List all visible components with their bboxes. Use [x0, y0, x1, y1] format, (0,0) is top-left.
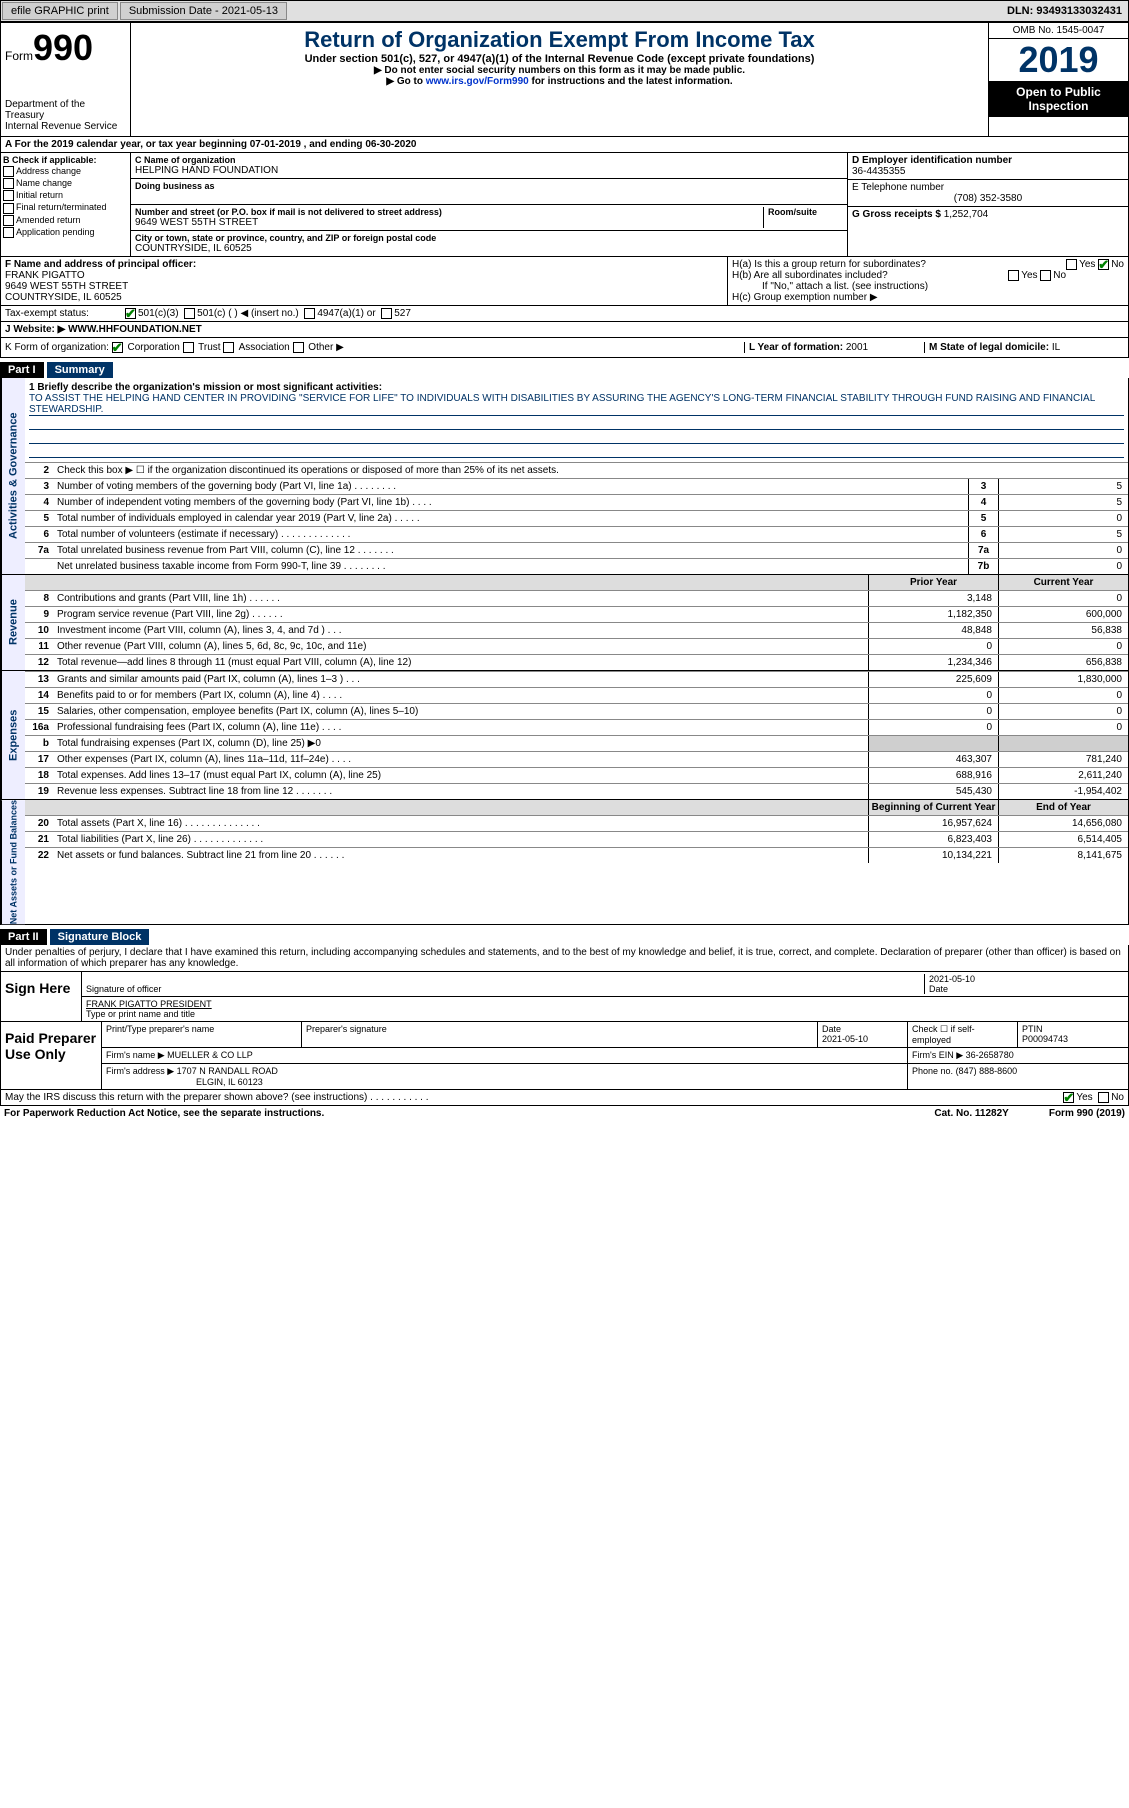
korg-row: K Form of organization: Corporation Trus…: [0, 338, 1129, 358]
part1: Part I Summary: [0, 358, 1129, 378]
org-addr: 9649 WEST 55TH STREET: [135, 217, 763, 228]
form-title: Return of Organization Exempt From Incom…: [135, 27, 984, 53]
table-row: 15 Salaries, other compensation, employe…: [25, 703, 1128, 719]
section-f: F Name and address of principal officer:…: [1, 257, 728, 305]
sidebar-na: Net Assets or Fund Balances: [1, 800, 25, 924]
table-row: 3 Number of voting members of the govern…: [25, 478, 1128, 494]
form-right: OMB No. 1545-0047 2019 Open to Public In…: [988, 23, 1128, 136]
cb-amended: Amended return: [3, 215, 128, 226]
table-row: 11 Other revenue (Part VIII, column (A),…: [25, 638, 1128, 654]
signature-section: Under penalties of perjury, I declare th…: [0, 945, 1129, 1090]
discuss-row: May the IRS discuss this return with the…: [0, 1090, 1129, 1106]
activities-governance: Activities & Governance 1 Briefly descri…: [0, 378, 1129, 575]
table-row: 18 Total expenses. Add lines 13–17 (must…: [25, 767, 1128, 783]
table-row: 6 Total number of volunteers (estimate i…: [25, 526, 1128, 542]
period: A For the 2019 calendar year, or tax yea…: [0, 137, 1129, 153]
expenses-section: Expenses 13 Grants and similar amounts p…: [0, 671, 1129, 800]
revenue-section: Revenue Prior YearCurrent Year 8 Contrib…: [0, 575, 1129, 671]
cb-address: Address change: [3, 166, 128, 177]
section-deg: D Employer identification number36-44353…: [848, 153, 1128, 256]
table-row: 13 Grants and similar amounts paid (Part…: [25, 671, 1128, 687]
table-row: 8 Contributions and grants (Part VIII, l…: [25, 590, 1128, 606]
sign-here-block: Sign Here Signature of officer2021-05-10…: [1, 971, 1128, 1021]
ein: 36-4435355: [852, 166, 1124, 177]
declaration: Under penalties of perjury, I declare th…: [1, 945, 1128, 971]
ptin: P00094743: [1022, 1034, 1068, 1044]
table-row: Net unrelated business taxable income fr…: [25, 558, 1128, 574]
officer-row: F Name and address of principal officer:…: [0, 257, 1129, 306]
submission-date[interactable]: Submission Date - 2021-05-13: [120, 2, 287, 20]
gross-receipts: 1,252,704: [944, 209, 989, 220]
footer: For Paperwork Reduction Act Notice, see …: [0, 1106, 1129, 1121]
table-row: 4 Number of independent voting members o…: [25, 494, 1128, 510]
table-row: 9 Program service revenue (Part VIII, li…: [25, 606, 1128, 622]
part2-header: Part II: [0, 929, 47, 945]
part1-title: Summary: [47, 362, 113, 378]
open-inspection: Open to Public Inspection: [989, 81, 1128, 117]
cb-final: Final return/terminated: [3, 202, 128, 213]
form-subtitle: Under section 501(c), 527, or 4947(a)(1)…: [135, 53, 984, 65]
section-c: C Name of organizationHELPING HAND FOUND…: [131, 153, 848, 256]
table-row: 20 Total assets (Part X, line 16) . . . …: [25, 815, 1128, 831]
sidebar-ag: Activities & Governance: [1, 378, 25, 574]
firm-name: MUELLER & CO LLP: [167, 1050, 253, 1060]
table-row: 17 Other expenses (Part IX, column (A), …: [25, 751, 1128, 767]
tax-status-row: Tax-exempt status: 501(c)(3) 501(c) ( ) …: [0, 306, 1129, 322]
form-number: 990: [33, 27, 93, 69]
omb: OMB No. 1545-0047: [989, 23, 1128, 39]
phone: (708) 352-3580: [852, 193, 1124, 204]
table-row: 10 Investment income (Part VIII, column …: [25, 622, 1128, 638]
cb-pending: Application pending: [3, 227, 128, 238]
table-row: 7a Total unrelated business revenue from…: [25, 542, 1128, 558]
section-b: B Check if applicable: Address change Na…: [1, 153, 131, 256]
part2-title: Signature Block: [50, 929, 150, 945]
table-row: 16a Professional fundraising fees (Part …: [25, 719, 1128, 735]
note1: ▶ Do not enter social security numbers o…: [135, 65, 984, 76]
preparer-block: Paid Preparer Use Only Print/Type prepar…: [1, 1021, 1128, 1089]
dln: DLN: 93493133032431: [1001, 3, 1128, 19]
cb-501c3[interactable]: [125, 308, 136, 319]
table-row: 21 Total liabilities (Part X, line 26) .…: [25, 831, 1128, 847]
org-city: COUNTRYSIDE, IL 60525: [135, 243, 843, 254]
officer-print: FRANK PIGATTO PRESIDENT: [86, 999, 1124, 1009]
sidebar-exp: Expenses: [1, 671, 25, 799]
org-name: HELPING HAND FOUNDATION: [135, 165, 843, 176]
info-grid: B Check if applicable: Address change Na…: [0, 153, 1129, 257]
table-row: 12 Total revenue—add lines 8 through 11 …: [25, 654, 1128, 670]
section-h: H(a) Is this a group return for subordin…: [728, 257, 1128, 305]
cb-initial: Initial return: [3, 190, 128, 201]
website-value: WWW.HHFOUNDATION.NET: [68, 324, 202, 335]
dept: Department of the Treasury Internal Reve…: [5, 99, 126, 132]
form-left: Form 990 Department of the Treasury Inte…: [1, 23, 131, 136]
table-row: 14 Benefits paid to or for members (Part…: [25, 687, 1128, 703]
note2: ▶ Go to www.irs.gov/Form990 for instruct…: [135, 76, 984, 87]
table-row: 22 Net assets or fund balances. Subtract…: [25, 847, 1128, 863]
part2: Part II Signature Block: [0, 925, 1129, 945]
part1-header: Part I: [0, 362, 44, 378]
topbar: efile GRAPHIC print Submission Date - 20…: [0, 0, 1129, 22]
form-word: Form: [5, 49, 33, 63]
form-center: Return of Organization Exempt From Incom…: [131, 23, 988, 136]
officer-name: FRANK PIGATTO: [5, 270, 723, 281]
table-row: b Total fundraising expenses (Part IX, c…: [25, 735, 1128, 751]
irs-link[interactable]: www.irs.gov/Form990: [426, 76, 529, 87]
form-header: Form 990 Department of the Treasury Inte…: [0, 22, 1129, 137]
net-assets-section: Net Assets or Fund Balances Beginning of…: [0, 800, 1129, 925]
sidebar-rev: Revenue: [1, 575, 25, 670]
table-row: 5 Total number of individuals employed i…: [25, 510, 1128, 526]
efile-label[interactable]: efile GRAPHIC print: [2, 2, 118, 20]
website-row: J Website: ▶ WWW.HHFOUNDATION.NET: [0, 322, 1129, 338]
mission-text: TO ASSIST THE HELPING HAND CENTER IN PRO…: [29, 393, 1124, 416]
table-row: 19 Revenue less expenses. Subtract line …: [25, 783, 1128, 799]
cb-name: Name change: [3, 178, 128, 189]
tax-year: 2019: [989, 39, 1128, 81]
